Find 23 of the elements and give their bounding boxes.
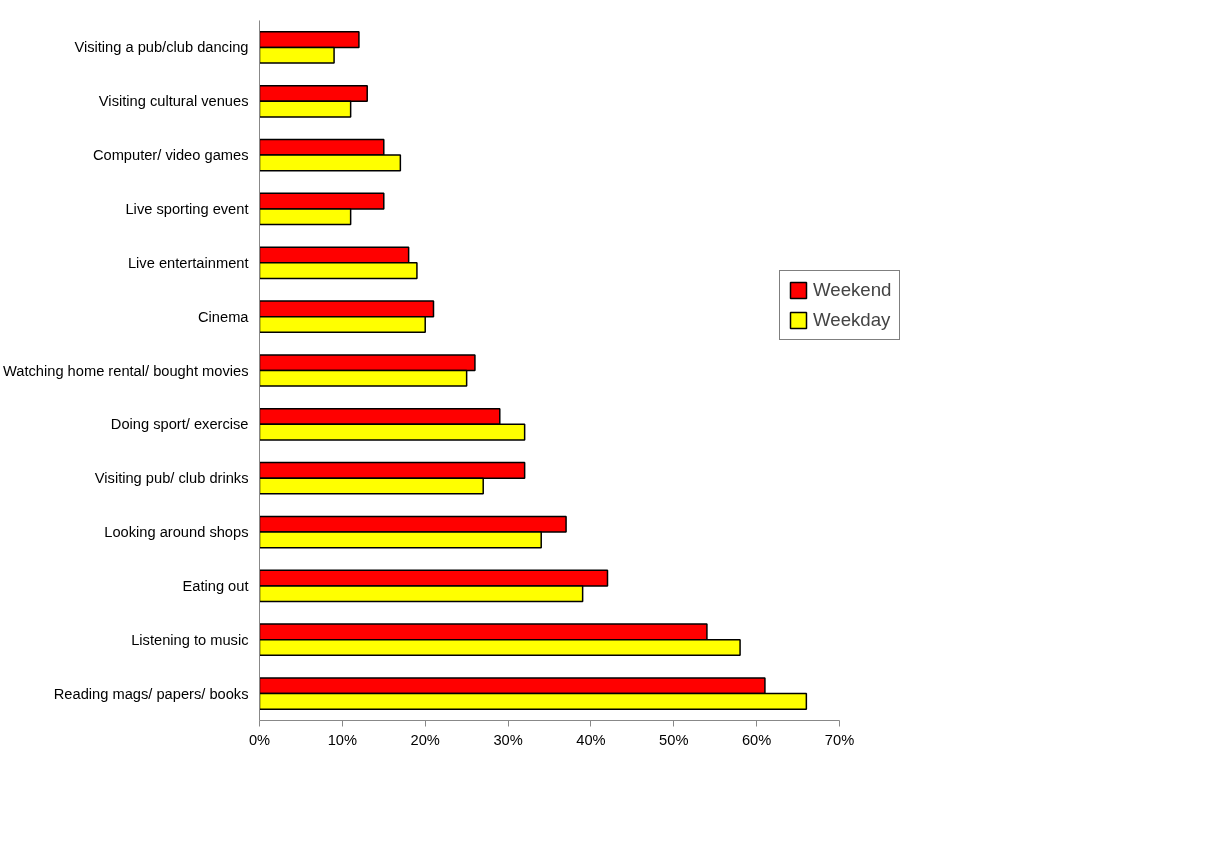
legend-label: Weekend	[813, 279, 892, 301]
y-tick-label: Visiting cultural venues	[98, 93, 249, 110]
y-tick-label: Eating out	[182, 577, 249, 594]
x-tick-label: 20%	[410, 731, 440, 748]
y-tick-label: Visiting pub/ club drinks	[94, 470, 249, 487]
y-tick-label: Cinema	[198, 308, 250, 325]
y-tick-label: Looking around shops	[104, 524, 249, 541]
x-tick-label: 60%	[741, 731, 772, 748]
y-tick-label: Live sporting event	[125, 200, 249, 217]
legend-label: Weekday	[813, 309, 891, 331]
x-tick-label: 50%	[659, 731, 689, 748]
x-tick-label: 30%	[493, 731, 523, 748]
y-tick-label: Live entertainment	[127, 254, 249, 271]
x-tick-label: 70%	[824, 731, 855, 748]
y-tick-label: Listening to music	[131, 631, 249, 648]
y-tick-label: Visiting a pub/club dancing	[74, 39, 249, 56]
x-tick-label: 10%	[327, 731, 358, 748]
y-tick-label: Doing sport/ exercise	[110, 416, 249, 433]
x-tick-label: 40%	[576, 731, 606, 748]
y-tick-label: Reading mags/ papers/ books	[53, 685, 249, 702]
y-tick-label: Watching home rental/ bought movies	[3, 362, 249, 379]
y-tick-label: Computer/ video games	[92, 147, 249, 164]
x-tick-label: 0%	[248, 731, 271, 748]
